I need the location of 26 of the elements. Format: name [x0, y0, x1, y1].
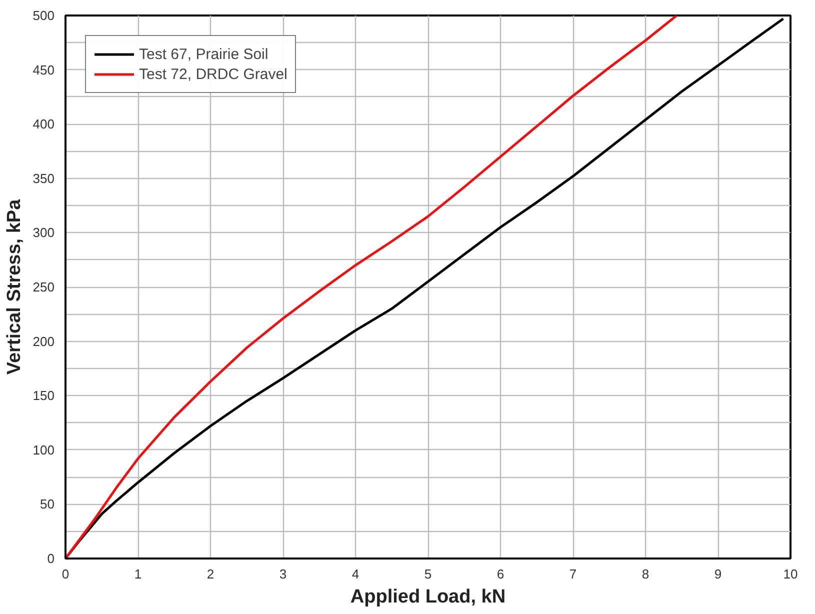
y-tick-label: 50: [40, 496, 55, 512]
x-tick-label: 10: [783, 566, 798, 582]
y-tick-label: 350: [32, 170, 55, 186]
y-tick-label: 400: [32, 116, 55, 132]
x-axis-title: Applied Load, kN: [350, 586, 506, 608]
x-tick-label: 9: [714, 566, 722, 582]
y-tick-label: 0: [47, 551, 55, 566]
x-tick-label: 1: [134, 566, 142, 582]
x-tick-label: 2: [206, 566, 214, 582]
x-tick-label: 6: [496, 566, 504, 582]
y-axis-title: Vertical Stress, kPa: [4, 198, 25, 375]
x-tick-label: 3: [279, 566, 287, 582]
y-tick-label: 250: [32, 280, 55, 294]
x-tick-label: 0: [62, 566, 70, 582]
y-tick-label: 100: [32, 442, 55, 458]
y-tick-label: 300: [32, 225, 55, 240]
x-tick-label: 4: [352, 566, 360, 582]
x-tick-label: 5: [424, 566, 432, 582]
y-tick-label: 500: [32, 8, 55, 23]
y-tick-label: 450: [32, 62, 55, 78]
x-tick-label: 8: [642, 566, 650, 582]
legend-label: Test 67, Prairie Soil: [139, 46, 268, 62]
y-tick-label: 200: [32, 334, 55, 349]
y-tick-label: 150: [32, 388, 55, 404]
legend-label: Test 72, DRDC Gravel: [139, 66, 288, 82]
x-tick-label: 7: [569, 566, 577, 582]
